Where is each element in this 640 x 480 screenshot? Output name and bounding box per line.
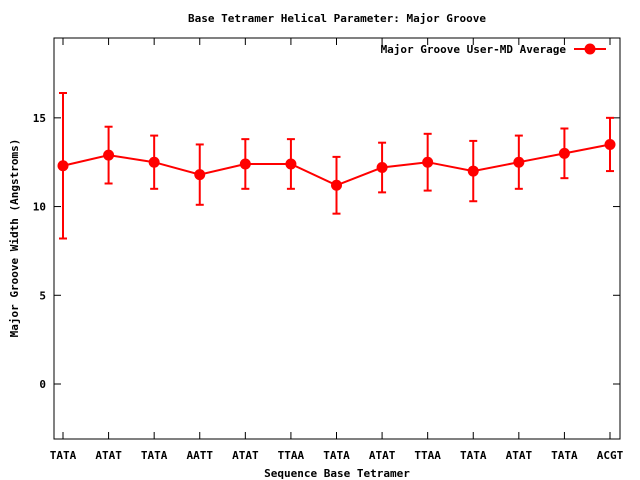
x-tick-label: TATA	[551, 449, 578, 462]
data-point	[239, 158, 251, 170]
series-layer	[57, 92, 616, 240]
data-point	[331, 179, 342, 191]
series	[57, 92, 616, 240]
data-point	[57, 160, 69, 172]
data-point	[422, 156, 434, 168]
x-axis: TATA ATAT TATA AATT ATAT TTAA TATA ATAT TTAA TATA…	[50, 38, 624, 462]
x-tick-label: TATA	[323, 449, 350, 462]
legend-entry-label: Major Groove User-MD Average	[381, 43, 567, 56]
y-axis-label: Major Groove Width (Angstroms)	[8, 139, 21, 338]
data-point	[194, 169, 206, 181]
x-tick-label: ATAT	[232, 449, 259, 462]
legend-marker	[584, 43, 596, 55]
data-point	[285, 158, 297, 170]
x-tick-label: TATA	[460, 449, 487, 462]
plot-frame	[53, 37, 621, 440]
y-tick-label: 10	[33, 201, 46, 214]
x-tick-label: TTAA	[414, 449, 441, 462]
x-tick-label: TTAA	[278, 449, 305, 462]
x-tick-label: ATAT	[506, 449, 533, 462]
chart-title: Base Tetramer Helical Parameter: Major G…	[188, 12, 486, 25]
data-point	[513, 156, 525, 168]
x-tick-label: TATA	[141, 449, 168, 462]
data-point	[558, 147, 570, 159]
x-tick-label: AATT	[187, 449, 214, 462]
legend: Major Groove User-MD Average	[381, 43, 606, 56]
data-point	[376, 162, 388, 174]
y-tick-label: 0	[39, 378, 46, 391]
data-point	[103, 149, 115, 161]
x-tick-label: ACGT	[597, 449, 624, 462]
x-tick-label: ATAT	[95, 449, 122, 462]
y-tick-label: 5	[39, 289, 46, 302]
data-point	[604, 138, 616, 150]
x-tick-label: ATAT	[369, 449, 396, 462]
data-point	[467, 165, 479, 177]
y-tick-label: 15	[33, 112, 46, 125]
x-tick-label: TATA	[50, 449, 77, 462]
data-point	[148, 156, 160, 168]
x-axis-label: Sequence Base Tetramer	[264, 467, 410, 480]
y-axis: 0 5 10 15	[33, 112, 620, 391]
